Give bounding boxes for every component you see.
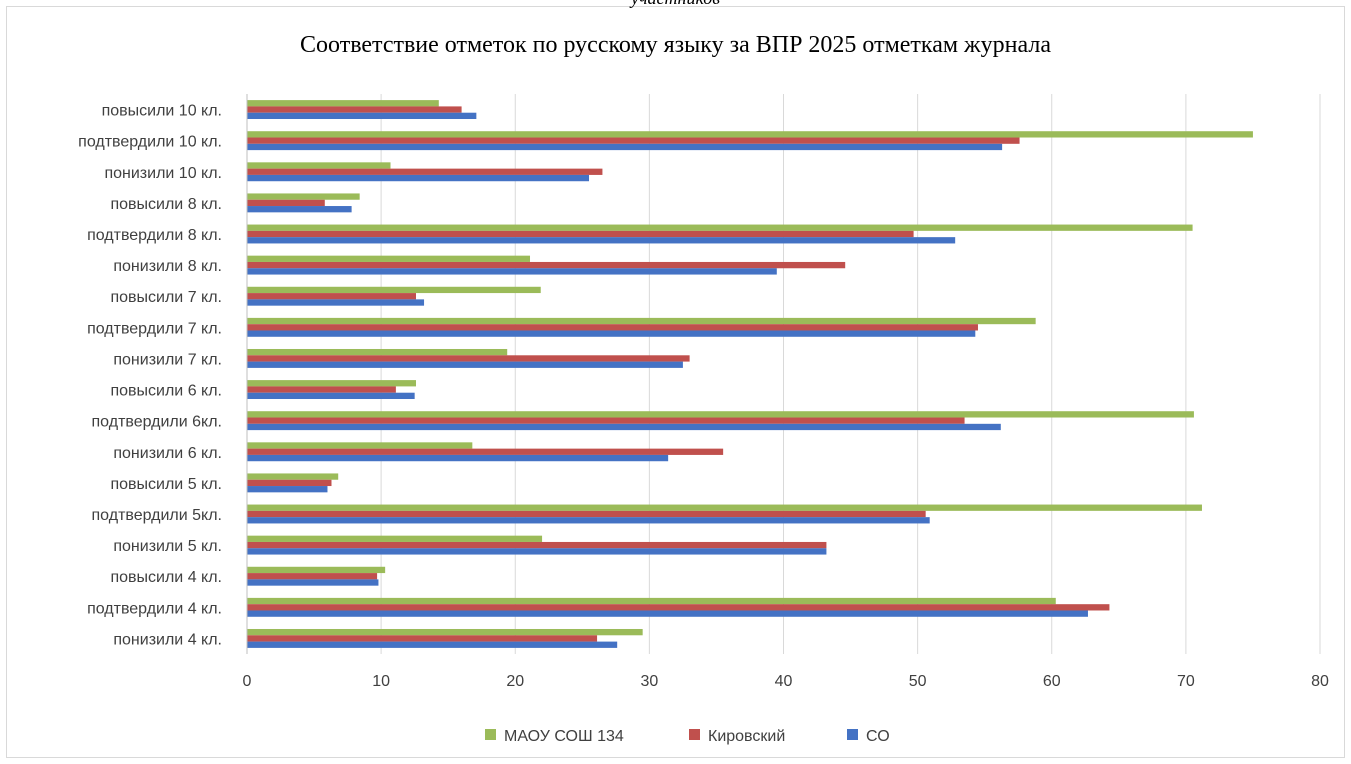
category-label: понизили 7 кл. (113, 351, 222, 368)
category-label: понизили 5 кл. (113, 538, 222, 555)
bar (247, 510, 926, 518)
bar (247, 324, 978, 331)
bar (247, 174, 590, 182)
bar (247, 423, 1001, 431)
bar (247, 293, 416, 300)
category-label: повысили 6 кл. (110, 383, 222, 400)
legend-label: СО (866, 728, 890, 745)
category-label: повысили 8 кл. (110, 196, 222, 213)
bar (247, 131, 1253, 138)
bar (247, 361, 683, 368)
category-label: подтвердили 5кл. (92, 507, 222, 524)
bar (247, 535, 543, 542)
category-label: подтвердили 6кл. (92, 414, 222, 431)
x-tick-label: 30 (640, 673, 658, 690)
bar (247, 504, 1202, 511)
bar (247, 548, 827, 555)
x-tick-label: 10 (372, 673, 390, 690)
bar (247, 168, 603, 175)
category-label: повысили 10 кл. (102, 103, 222, 120)
bar (247, 261, 846, 269)
bar (247, 106, 462, 113)
bar (247, 579, 379, 586)
header-caption: участников (0, 0, 1351, 9)
bar (247, 448, 724, 455)
bar (247, 286, 541, 294)
bar (247, 237, 956, 244)
bar (247, 137, 1020, 144)
category-label: подтвердили 10 кл. (78, 134, 222, 151)
bar (247, 355, 690, 362)
bar (247, 392, 415, 400)
bar (247, 641, 618, 648)
bar (247, 486, 328, 493)
x-tick-label: 60 (1043, 673, 1061, 690)
category-label: повысили 7 кл. (110, 289, 222, 306)
bar (247, 604, 1110, 611)
category-label: понизили 6 кл. (113, 445, 222, 462)
bar (247, 330, 976, 337)
bar (247, 224, 1193, 231)
bar (247, 206, 352, 213)
x-tick-label: 50 (909, 673, 927, 690)
category-label: понизили 10 кл. (104, 165, 222, 182)
bar (247, 317, 1036, 325)
category-label: понизили 8 кл. (113, 258, 222, 275)
x-tick-label: 70 (1177, 673, 1195, 690)
category-label: повысили 5 кл. (110, 476, 222, 493)
bar (247, 473, 339, 480)
category-label: повысили 4 кл. (110, 569, 222, 586)
bar (247, 143, 1003, 151)
x-tick-label: 0 (243, 673, 252, 690)
bar (247, 635, 598, 642)
category-label: подтвердили 8 кл. (87, 227, 222, 244)
bar (247, 517, 930, 524)
bar (247, 112, 477, 120)
category-label: подтвердили 7 кл. (87, 320, 222, 337)
bar (247, 255, 531, 262)
bar (247, 268, 777, 275)
x-tick-label: 20 (506, 673, 524, 690)
bar (247, 193, 360, 200)
bar (247, 230, 914, 238)
bar (247, 610, 1088, 617)
legend-label: МАОУ СОШ 134 (504, 728, 624, 745)
category-label: подтвердили 4 кл. (87, 600, 222, 617)
legend-label: Кировский (708, 728, 785, 745)
bar (247, 597, 1056, 605)
bar (247, 454, 669, 462)
x-tick-label: 40 (775, 673, 793, 690)
category-label: понизили 4 кл. (113, 631, 222, 648)
bar (247, 411, 1194, 418)
bar (247, 386, 396, 393)
bar (247, 380, 416, 387)
bar (247, 299, 425, 306)
bar (247, 573, 378, 580)
bar (247, 199, 325, 207)
bar (247, 100, 439, 107)
chart-title: Соответствие отметок по русскому языку з… (300, 32, 1051, 58)
legend-swatch (485, 729, 496, 740)
bar (247, 442, 473, 449)
bar (247, 566, 386, 574)
bar (247, 348, 508, 356)
bar (247, 417, 965, 424)
bar (247, 162, 391, 169)
x-tick-label: 80 (1311, 673, 1329, 690)
bar (247, 541, 827, 549)
bar (247, 628, 643, 636)
legend-swatch (847, 729, 858, 740)
bar (247, 479, 332, 487)
legend-swatch (689, 729, 700, 740)
